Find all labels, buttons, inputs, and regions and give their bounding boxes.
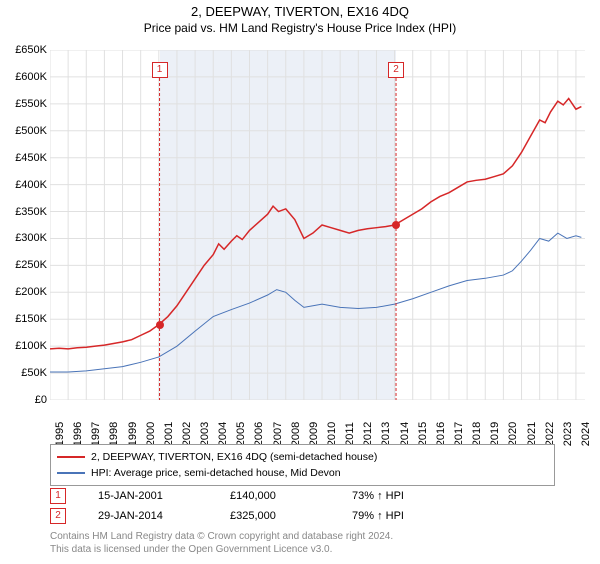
- x-tick-label: 2018: [471, 422, 483, 446]
- sale-price: £325,000: [230, 510, 320, 522]
- x-tick-label: 2007: [272, 422, 284, 446]
- y-tick-label: £200K: [15, 286, 47, 298]
- y-tick-label: £350K: [15, 206, 47, 218]
- x-tick-label: 2011: [344, 422, 356, 446]
- x-tick-label: 2015: [417, 422, 429, 446]
- chart-container: 2, DEEPWAY, TIVERTON, EX16 4DQ Price pai…: [0, 4, 600, 564]
- chart-subtitle: Price paid vs. HM Land Registry's House …: [0, 21, 600, 35]
- x-tick-label: 2024: [580, 422, 592, 446]
- x-tick-label: 2013: [380, 422, 392, 446]
- legend-swatch: [57, 472, 85, 474]
- x-tick-label: 2001: [163, 422, 175, 446]
- x-tick-label: 2005: [235, 422, 247, 446]
- sale-row: 2 29-JAN-2014 £325,000 79% ↑ HPI: [50, 506, 585, 526]
- sale-point-dot: [156, 321, 164, 329]
- series-hpi-line: [50, 233, 581, 372]
- y-tick-label: £650K: [15, 44, 47, 56]
- legend-row: HPI: Average price, semi-detached house,…: [57, 465, 548, 481]
- y-tick-label: £0: [35, 394, 47, 406]
- x-tick-label: 2002: [181, 422, 193, 446]
- x-tick-label: 2003: [199, 422, 211, 446]
- y-tick-label: £250K: [15, 259, 47, 271]
- line-series-group: [50, 98, 581, 372]
- y-tick-label: £100K: [15, 340, 47, 352]
- y-tick-label: £150K: [15, 313, 47, 325]
- x-tick-label: 2004: [217, 422, 229, 446]
- x-tick-label: 2014: [399, 422, 411, 446]
- y-tick-label: £600K: [15, 71, 47, 83]
- x-tick-label: 2009: [308, 422, 320, 446]
- sale-row: 1 15-JAN-2001 £140,000 73% ↑ HPI: [50, 486, 585, 506]
- x-tick-label: 2000: [145, 422, 157, 446]
- footnote-line2: This data is licensed under the Open Gov…: [50, 544, 332, 555]
- series-property-line: [50, 98, 581, 348]
- x-tick-label: 2016: [435, 422, 447, 446]
- x-tick-label: 2006: [253, 422, 265, 446]
- sale-point-dot: [392, 221, 400, 229]
- sales-table: 1 15-JAN-2001 £140,000 73% ↑ HPI 2 29-JAN-201…: [50, 486, 585, 526]
- footnote: Contains HM Land Registry data © Crown c…: [50, 530, 585, 556]
- sale-price: £140,000: [230, 490, 320, 502]
- x-tick-label: 2023: [562, 422, 574, 446]
- x-tick-label: 2017: [453, 422, 465, 446]
- sale-row-marker: 1: [50, 488, 66, 504]
- y-tick-label: £400K: [15, 179, 47, 191]
- y-tick-label: £50K: [21, 367, 47, 379]
- sale-pct-vs-hpi: 73% ↑ HPI: [352, 490, 404, 502]
- sale-pct-vs-hpi: 79% ↑ HPI: [352, 510, 404, 522]
- horizontal-gridlines: [50, 50, 585, 400]
- legend-box: 2, DEEPWAY, TIVERTON, EX16 4DQ (semi-det…: [50, 444, 555, 486]
- sale-date: 29-JAN-2014: [98, 510, 198, 522]
- legend-row: 2, DEEPWAY, TIVERTON, EX16 4DQ (semi-det…: [57, 449, 548, 465]
- x-tick-label: 2010: [326, 422, 338, 446]
- x-tick-label: 2020: [507, 422, 519, 446]
- y-tick-label: £450K: [15, 152, 47, 164]
- x-tick-label: 1999: [127, 422, 139, 446]
- x-tick-label: 2019: [489, 422, 501, 446]
- chart-title: 2, DEEPWAY, TIVERTON, EX16 4DQ: [0, 4, 600, 19]
- legend-label: HPI: Average price, semi-detached house,…: [91, 465, 341, 481]
- x-tick-label: 2022: [544, 422, 556, 446]
- y-tick-label: £500K: [15, 125, 47, 137]
- footnote-line1: Contains HM Land Registry data © Crown c…: [50, 531, 393, 542]
- sale-marker-1: 1: [152, 62, 168, 78]
- sale-marker-2: 2: [388, 62, 404, 78]
- plot-area: 12: [50, 50, 585, 400]
- plot-svg: [50, 50, 585, 400]
- sale-row-marker: 2: [50, 508, 66, 524]
- x-tick-label: 2012: [362, 422, 374, 446]
- legend-label: 2, DEEPWAY, TIVERTON, EX16 4DQ (semi-det…: [91, 449, 377, 465]
- y-tick-label: £550K: [15, 98, 47, 110]
- x-tick-label: 1998: [108, 422, 120, 446]
- vertical-gridlines: [50, 50, 576, 400]
- sale-date: 15-JAN-2001: [98, 490, 198, 502]
- x-tick-label: 1997: [90, 422, 102, 446]
- x-tick-label: 1996: [72, 422, 84, 446]
- y-tick-label: £300K: [15, 232, 47, 244]
- x-tick-label: 1995: [54, 422, 66, 446]
- x-tick-label: 2008: [290, 422, 302, 446]
- x-tick-label: 2021: [526, 422, 538, 446]
- legend-swatch: [57, 456, 85, 458]
